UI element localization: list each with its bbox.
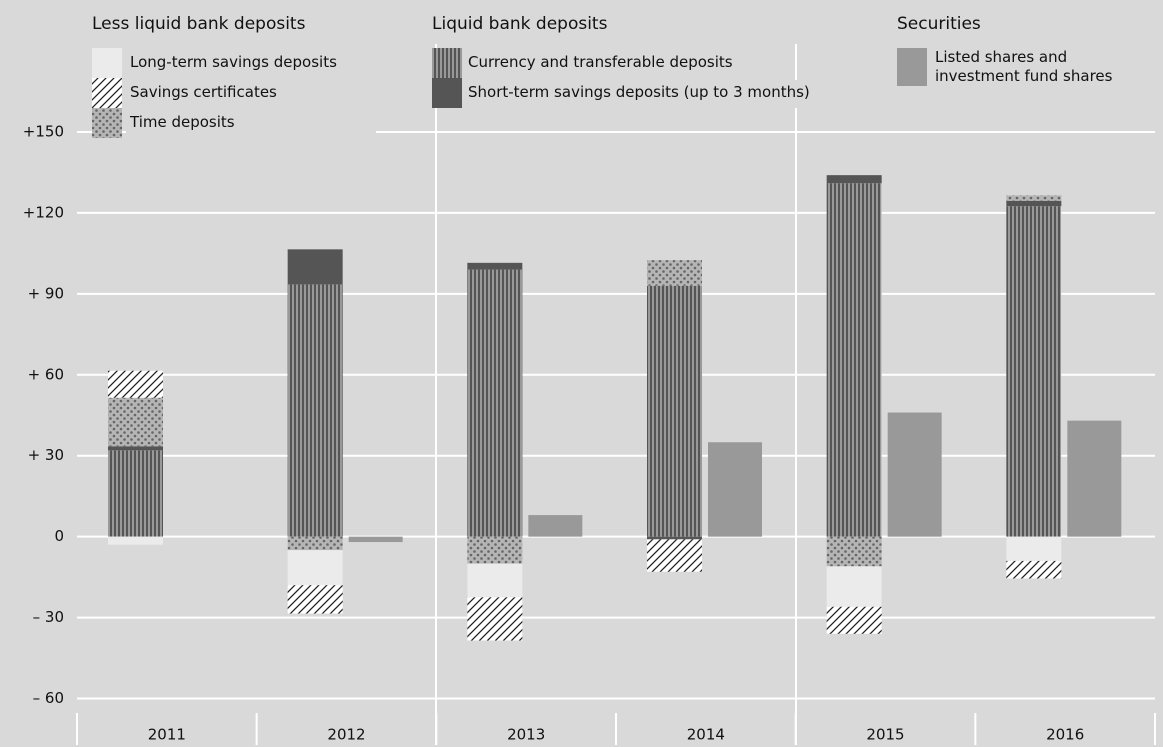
legend-bg xyxy=(893,8,1123,44)
x-tick-label: 2014 xyxy=(687,726,725,744)
bar-segment xyxy=(647,536,702,540)
legend-swatch xyxy=(432,78,462,108)
legend-swatch xyxy=(897,48,927,86)
y-tick-label: +120 xyxy=(23,203,64,221)
bar-segment xyxy=(108,450,163,537)
legend-group-title: Liquid bank deposits xyxy=(432,14,608,34)
bar-segment xyxy=(1006,536,1062,561)
bar-segment xyxy=(108,397,163,447)
bar-segment xyxy=(647,539,702,572)
x-tick-label: 2013 xyxy=(507,726,545,744)
x-tick-label: 2015 xyxy=(866,726,904,744)
legend-bg xyxy=(126,80,376,108)
legend-label: Listed shares and investment fund shares xyxy=(935,48,1113,85)
x-tick-label: 2012 xyxy=(327,726,365,744)
bar xyxy=(708,442,762,537)
bar-segment xyxy=(826,566,882,607)
legend-bg xyxy=(126,110,376,138)
bar-segment xyxy=(108,370,163,398)
bar-segment xyxy=(287,585,343,614)
x-tick-label: 2016 xyxy=(1046,726,1084,744)
bar xyxy=(1067,420,1122,537)
legend-bg xyxy=(88,8,378,44)
bar-segment xyxy=(1006,195,1062,201)
bar-segment xyxy=(647,285,702,537)
legend-swatch xyxy=(92,78,122,108)
y-tick-label: + 60 xyxy=(28,365,64,383)
bar-segment xyxy=(1006,206,1062,537)
legend-swatch xyxy=(432,48,462,78)
bar-segment xyxy=(1006,560,1062,579)
y-tick-label: – 30 xyxy=(33,608,64,626)
legend-label: Long-term savings deposits xyxy=(130,53,337,71)
legend-swatch xyxy=(92,48,122,78)
bar-segment xyxy=(826,175,882,184)
bar-segment xyxy=(647,260,702,286)
y-tick-label: + 90 xyxy=(28,284,64,302)
bar-segment xyxy=(826,183,882,537)
bar-segment xyxy=(467,262,523,270)
x-tick-label: 2011 xyxy=(148,726,186,744)
bar-segment xyxy=(1006,200,1062,207)
bar xyxy=(348,536,403,543)
bar xyxy=(528,515,583,537)
legend-bg xyxy=(428,8,848,44)
bar-segment xyxy=(287,284,343,537)
legend-bg xyxy=(464,80,844,108)
bar-segment xyxy=(826,606,882,634)
legend-group-title: Securities xyxy=(897,14,981,34)
bar-segment xyxy=(287,536,343,551)
bar-segment xyxy=(287,249,343,285)
y-tick-label: +150 xyxy=(23,123,64,141)
bar-segment xyxy=(108,446,163,451)
bar-segment xyxy=(108,536,163,545)
legend-label: Savings certificates xyxy=(130,83,277,101)
legend-label: Currency and transferable deposits xyxy=(468,53,733,71)
legend-swatch xyxy=(92,108,122,138)
bar-segment xyxy=(467,536,523,564)
legend-group-title: Less liquid bank deposits xyxy=(92,14,306,34)
bar-segment xyxy=(467,563,523,598)
bar-segment xyxy=(467,597,523,641)
legend-bg xyxy=(931,50,1131,86)
bar xyxy=(887,412,942,537)
legend-label: Short-term savings deposits (up to 3 mon… xyxy=(468,83,810,101)
legend-bg xyxy=(464,50,714,78)
bar-segment xyxy=(467,269,523,537)
legend-bg xyxy=(126,50,376,78)
y-tick-label: 0 xyxy=(54,527,64,545)
bar-segment xyxy=(826,536,882,567)
y-tick-label: – 60 xyxy=(33,689,64,707)
legend-label: Time deposits xyxy=(130,113,235,131)
y-tick-label: + 30 xyxy=(28,446,64,464)
bar-segment xyxy=(287,550,343,586)
